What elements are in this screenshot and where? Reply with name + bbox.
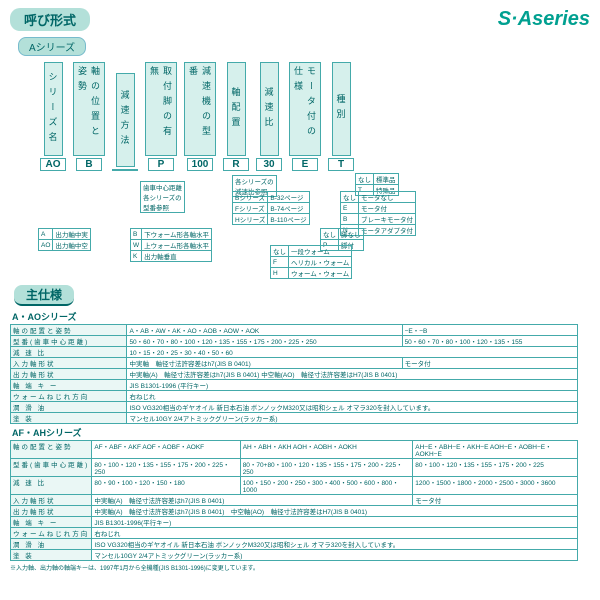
chip-value bbox=[112, 169, 138, 171]
chip-label: 種別 bbox=[332, 62, 351, 156]
a-series-subtitle: A・AOシリーズ bbox=[12, 310, 590, 323]
chip-label: モータ付の仕様 bbox=[289, 62, 321, 156]
chip-value: B bbox=[76, 158, 102, 171]
chip-label: 減速機の型番 bbox=[184, 62, 216, 156]
header: 呼び形式 S·Aseries bbox=[10, 8, 590, 31]
spec-title: 主仕様 bbox=[14, 285, 74, 306]
a-spec-table: 軸の配置と姿勢A・AB・AW・AK・AO・AOB・AOW・AOK−E・−B 型番… bbox=[10, 324, 578, 424]
chip-value: T bbox=[328, 158, 354, 171]
chip-label: 軸配置 bbox=[227, 62, 246, 156]
af-spec-table: 軸の配置と姿勢AF・ABF・AKF AOF・AOBF・AOKFAH・ABH・AK… bbox=[10, 440, 578, 561]
chip-label: シリーズ名 bbox=[44, 62, 63, 156]
chip-label: 減速比 bbox=[260, 62, 279, 156]
chip-value: 30 bbox=[256, 158, 282, 171]
chip-value: E bbox=[292, 158, 318, 171]
nomenclature-chips: シリーズ名AO 軸の位置と姿勢B 減速方法 取付脚の有無P 減速機の型番100 … bbox=[10, 62, 590, 171]
callout-diagram: A出力軸中実AO出力軸中空 B下ウォーム形各軸水平W上ウォーム形各軸水平K出力軸… bbox=[10, 173, 590, 283]
chip-label: 減速方法 bbox=[116, 73, 135, 167]
chip-label: 取付脚の有無 bbox=[145, 62, 177, 156]
brand-logo: S·Aseries bbox=[498, 8, 590, 31]
chip-value: P bbox=[148, 158, 174, 171]
page: 呼び形式 S·Aseries Aシリーズ シリーズ名 AO 軸の位置と姿勢 B 減速… bbox=[0, 0, 600, 600]
chip-value: 100 bbox=[187, 158, 213, 171]
chip-value: R bbox=[223, 158, 249, 171]
chip-label: 軸の位置と姿勢 bbox=[73, 62, 105, 156]
footnote: ※入力軸、出力軸の軸端キーは、1997年1月から全機種(JIS B1301-19… bbox=[10, 563, 590, 572]
chip-value: AO bbox=[40, 158, 66, 171]
page-title: 呼び形式 bbox=[10, 8, 90, 31]
af-series-subtitle: AF・AHシリーズ bbox=[12, 426, 590, 439]
series-badge: Aシリーズ bbox=[18, 37, 86, 56]
